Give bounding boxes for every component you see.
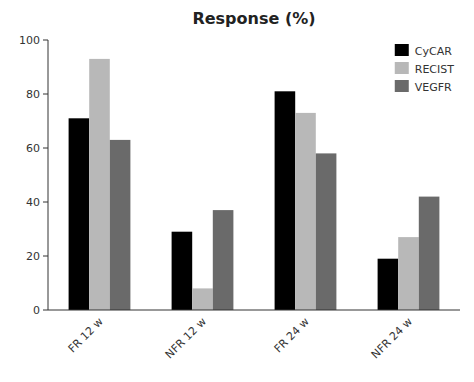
- y-tick-label: 80: [26, 88, 40, 101]
- x-tick-label: NFR 12 w: [163, 315, 209, 361]
- bar: [192, 288, 213, 310]
- chart: Response (%) 0 20 40 60 80 100 FR 12 w NFR 12 w F…: [0, 0, 474, 382]
- y-tick: [43, 310, 48, 311]
- y-tick-label: 0: [33, 304, 40, 317]
- y-tick: [43, 202, 48, 203]
- legend-swatch: [395, 80, 409, 92]
- bar: [398, 237, 419, 310]
- title: Response (%): [192, 9, 315, 28]
- bars: [69, 59, 440, 310]
- legend-item: VEGFR: [395, 80, 452, 94]
- bar: [295, 113, 316, 310]
- legend-item: CyCAR: [395, 44, 452, 58]
- x-tick-label: FR 24 w: [272, 315, 312, 355]
- legend-label: CyCAR: [415, 45, 452, 58]
- y-tick-label: 60: [26, 142, 40, 155]
- x-tick-label: FR 12 w: [66, 315, 106, 355]
- bar: [69, 118, 90, 310]
- bar: [172, 232, 193, 310]
- y-tick: [43, 148, 48, 149]
- bar: [419, 197, 440, 310]
- bar: [89, 59, 110, 310]
- y-tick: [43, 94, 48, 95]
- y-tick-label: 20: [26, 250, 40, 263]
- y-tick-label: 100: [19, 34, 40, 47]
- bar: [110, 140, 131, 310]
- legend-swatch: [395, 44, 409, 56]
- x-axis-line: [48, 310, 460, 311]
- legend-item: RECIST: [395, 62, 455, 76]
- y-axis-line: [48, 40, 49, 310]
- y-tick-label: 40: [26, 196, 40, 209]
- legend-swatch: [395, 62, 409, 74]
- bar: [275, 91, 296, 310]
- bar: [213, 210, 234, 310]
- bar: [316, 153, 337, 310]
- legend: CyCAR RECIST VEGFR: [395, 44, 455, 94]
- bar: [378, 259, 399, 310]
- legend-label: RECIST: [415, 63, 455, 76]
- legend-label: VEGFR: [415, 81, 452, 94]
- x-tick-label: NFR 24 w: [369, 315, 415, 361]
- y-tick: [43, 40, 48, 41]
- y-tick: [43, 256, 48, 257]
